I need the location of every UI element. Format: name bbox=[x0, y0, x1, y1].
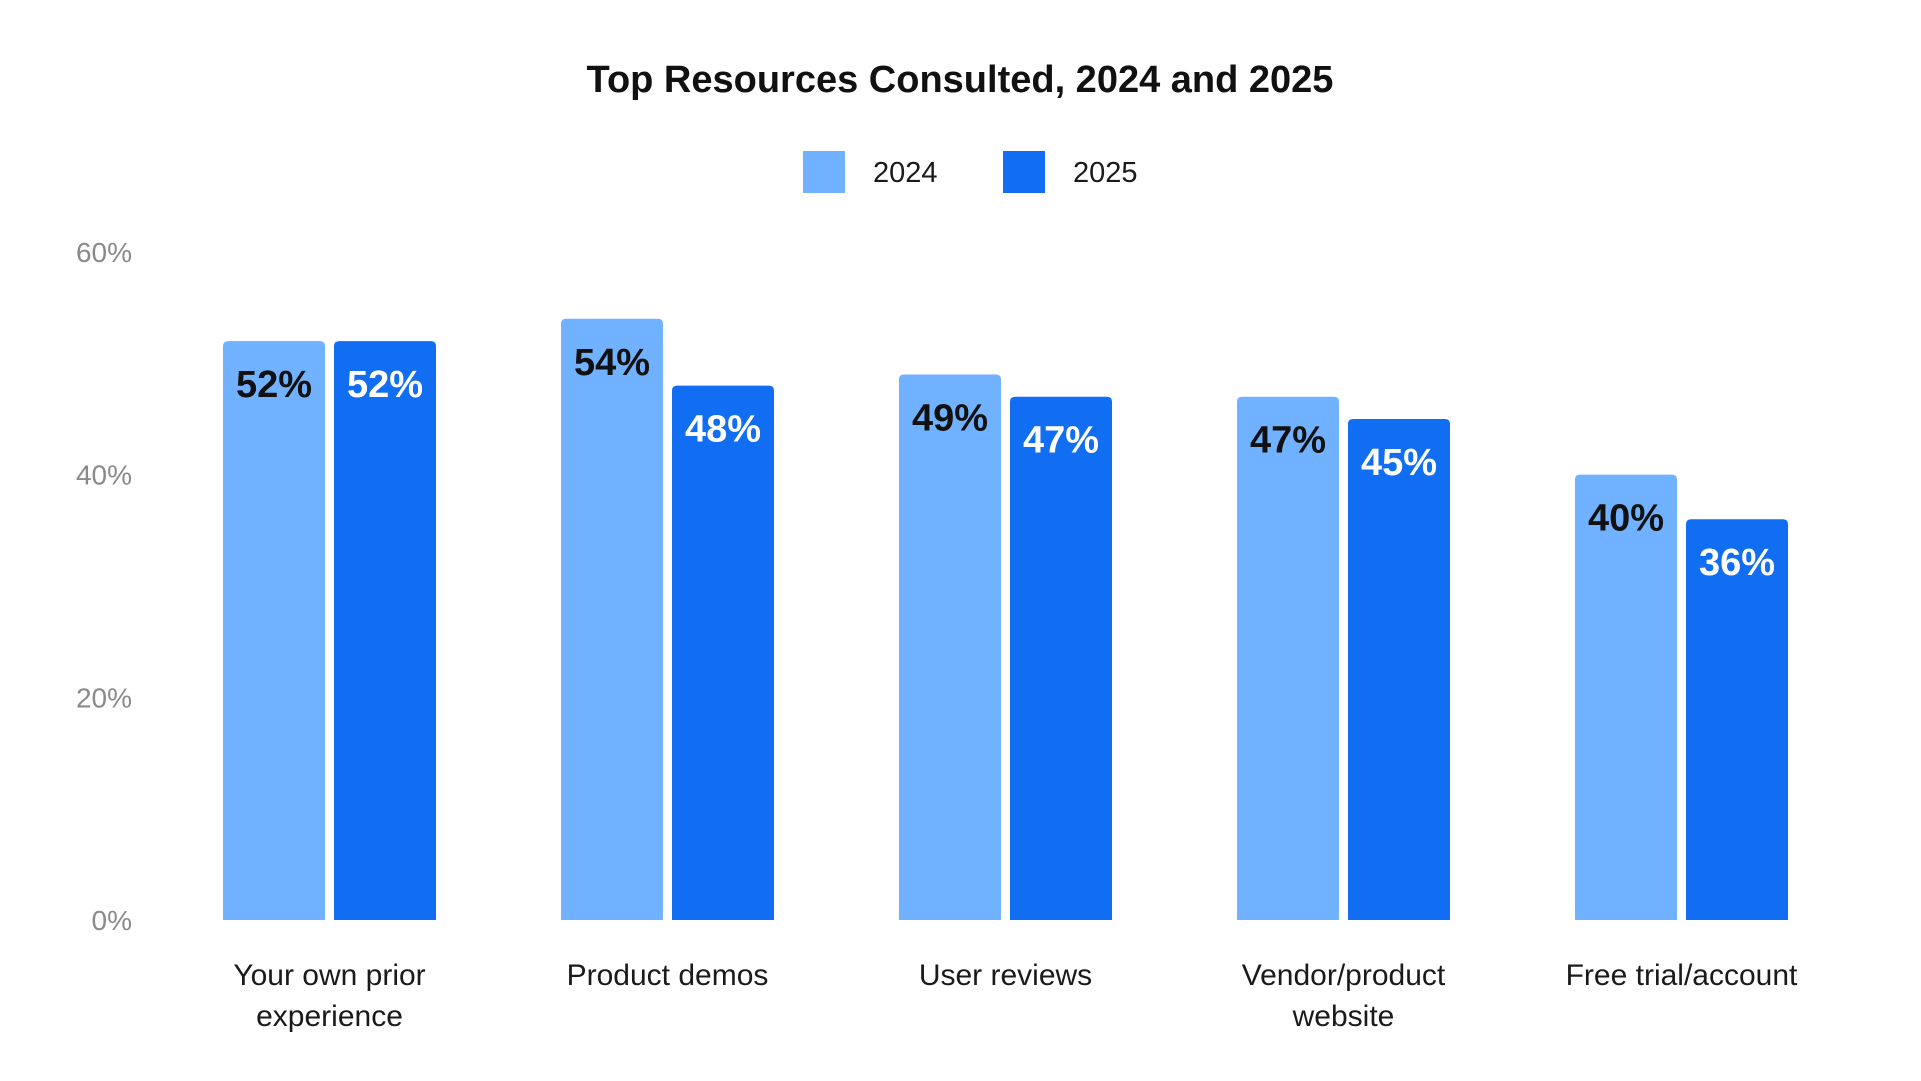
legend-item-2025: 2025 bbox=[1003, 151, 1138, 193]
y-tick-label: 20% bbox=[76, 682, 132, 713]
legend-swatch-2025 bbox=[1003, 151, 1045, 193]
x-tick-label: Free trial/account bbox=[1566, 959, 1798, 992]
bar-2025-3 bbox=[1348, 419, 1450, 920]
x-tick-label: Your own prior experience bbox=[233, 959, 425, 1033]
chart-title: Top Resources Consulted, 2024 and 2025 bbox=[587, 59, 1334, 101]
legend: 2024 2025 bbox=[803, 151, 1138, 193]
data-label-2025-3: 45% bbox=[1361, 442, 1437, 484]
x-tick-label: User reviews bbox=[919, 959, 1092, 992]
bar-2024-2 bbox=[899, 374, 1001, 920]
data-label-2024-1: 54% bbox=[574, 342, 650, 384]
data-label-2025-2: 47% bbox=[1023, 420, 1099, 462]
bar-2024-0 bbox=[223, 341, 325, 921]
bar-2025-1 bbox=[672, 385, 774, 921]
x-tick-label: Product demos bbox=[567, 959, 769, 992]
data-label-2024-4: 40% bbox=[1588, 498, 1664, 540]
bar-2025-0 bbox=[334, 341, 436, 921]
legend-label-2025: 2025 bbox=[1073, 157, 1138, 189]
y-axis: 0% 20% 40% 60% bbox=[76, 237, 132, 936]
data-label-2025-1: 48% bbox=[685, 409, 761, 451]
y-tick-label: 40% bbox=[76, 460, 132, 491]
bar-2025-4 bbox=[1686, 519, 1788, 920]
data-label-2024-0: 52% bbox=[236, 364, 312, 406]
value-labels: 52% 52% 54% 48% 49% 47% 47% 45% 40% 36% bbox=[236, 342, 1775, 584]
data-label-2024-3: 47% bbox=[1250, 420, 1326, 462]
bar-2024-1 bbox=[561, 318, 663, 920]
bars bbox=[223, 318, 1788, 921]
bar-2024-4 bbox=[1575, 474, 1677, 920]
x-tick-label: Vendor/product website bbox=[1242, 959, 1446, 1033]
legend-swatch-2024 bbox=[803, 151, 845, 193]
data-label-2024-2: 49% bbox=[912, 397, 988, 439]
bar-2025-2 bbox=[1010, 396, 1112, 920]
data-label-2025-0: 52% bbox=[347, 364, 423, 406]
legend-item-2024: 2024 bbox=[803, 151, 938, 193]
legend-label-2024: 2024 bbox=[873, 157, 938, 189]
bar-2024-3 bbox=[1237, 396, 1339, 920]
y-tick-label: 0% bbox=[92, 905, 132, 936]
data-label-2025-4: 36% bbox=[1699, 542, 1775, 584]
x-axis: Your own prior experience Product demos Use… bbox=[233, 959, 1798, 1033]
y-tick-label: 60% bbox=[76, 237, 132, 268]
